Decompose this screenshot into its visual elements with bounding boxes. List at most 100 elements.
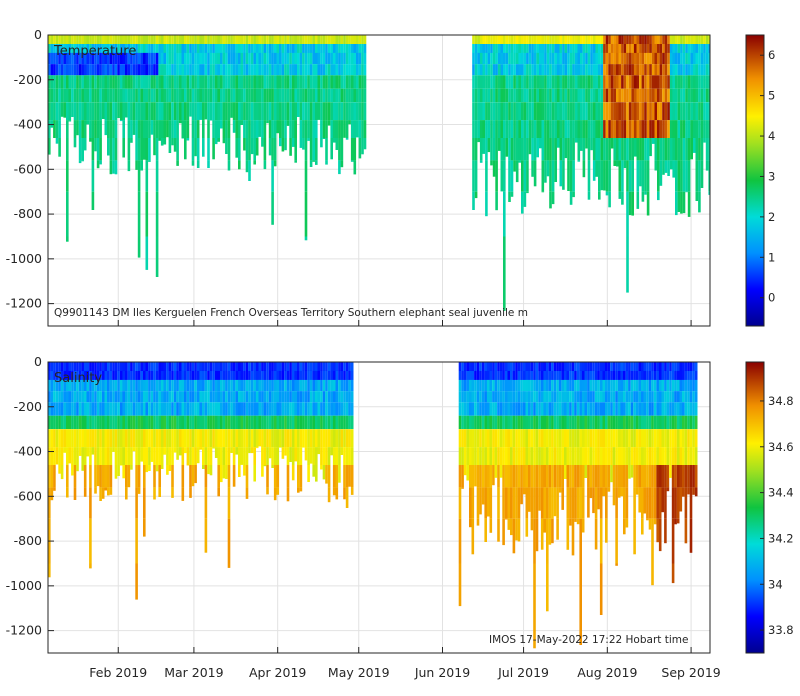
profile-cell <box>245 447 249 465</box>
profile-cell <box>184 64 187 76</box>
profile-cell <box>50 391 54 403</box>
profile-cell <box>294 120 297 138</box>
profile-cell <box>89 362 92 371</box>
profile-cell <box>689 371 693 380</box>
profile-cell <box>166 447 169 465</box>
profile-cell <box>186 102 190 121</box>
profile-cell <box>594 429 598 448</box>
profile-cell <box>679 371 683 380</box>
profile-cell <box>238 52 241 65</box>
profile-cell <box>245 75 249 89</box>
profile-cell <box>544 64 547 76</box>
profile-cell <box>58 120 61 138</box>
profile-cell <box>238 88 241 103</box>
profile-cell <box>644 35 647 44</box>
profile-cell <box>312 391 315 403</box>
profile-cell <box>528 88 532 103</box>
profile-cell <box>350 465 354 488</box>
profile-cell <box>148 379 151 392</box>
profile-cell <box>654 64 658 76</box>
profile-cell <box>297 415 300 430</box>
profile-cell <box>684 379 688 392</box>
profile-cell <box>474 429 477 448</box>
profile-cell <box>214 52 218 65</box>
profile-cell <box>289 379 292 392</box>
profile-cell <box>631 102 634 121</box>
profile-cell <box>693 52 696 65</box>
profile-cell <box>623 465 626 488</box>
profile-cell <box>248 447 251 454</box>
profile-cell <box>523 35 527 44</box>
profile-cell <box>196 362 200 371</box>
profile-cell <box>89 88 92 103</box>
profile-cell <box>101 44 105 53</box>
profile-cell <box>78 35 82 44</box>
profile-cell <box>528 35 532 44</box>
profile-cell <box>109 44 113 53</box>
profile-cell <box>291 465 295 481</box>
profile-cell <box>649 138 652 157</box>
profile-cell <box>556 402 559 416</box>
profile-cell <box>253 120 256 138</box>
profile-cell <box>125 64 128 76</box>
profile-cell <box>294 64 297 76</box>
profile-cell <box>276 44 280 53</box>
profile-cell <box>608 102 611 121</box>
profile-cell <box>531 64 534 76</box>
profile-cell <box>556 138 560 148</box>
profile-cell <box>705 52 709 65</box>
profile-cell <box>474 447 477 465</box>
profile-cell <box>492 371 495 380</box>
profile-cell <box>515 379 518 392</box>
profile-cell <box>510 64 514 76</box>
profile-cell <box>603 52 606 65</box>
profile-cell <box>471 447 475 465</box>
profile-cell <box>597 465 600 488</box>
profile-cell <box>155 44 159 53</box>
profile-cell <box>117 102 120 118</box>
profile-cell <box>539 52 542 65</box>
profile-cell <box>472 88 475 103</box>
profile-cell <box>535 429 539 448</box>
profile-cell <box>497 362 500 371</box>
profile-cell <box>461 429 464 448</box>
profile-cell <box>284 447 287 456</box>
profile-cell <box>343 35 346 44</box>
profile-cell <box>186 88 190 103</box>
profile-cell <box>101 402 105 416</box>
profile-cell <box>286 402 290 416</box>
profile-cell <box>474 44 478 53</box>
profile-cell <box>83 75 87 89</box>
profile-cell <box>176 362 179 371</box>
profile-cell <box>539 35 542 44</box>
profile-cell <box>358 44 362 53</box>
profile-cell <box>299 447 303 465</box>
profile-cell <box>338 160 341 175</box>
profile-cell <box>592 447 595 465</box>
profile-cell <box>539 120 542 138</box>
profile-cell <box>615 429 618 448</box>
profile-cell <box>96 75 100 89</box>
profile-cell <box>276 379 280 392</box>
profile-cell <box>553 465 557 488</box>
profile-cell <box>194 52 197 65</box>
profile-cell <box>476 465 480 488</box>
profile-cell <box>363 64 367 76</box>
profile-cell <box>687 487 690 495</box>
profile-cell <box>338 35 341 44</box>
profile-cell <box>60 371 64 380</box>
profile-cell <box>171 120 174 138</box>
profile-cell <box>279 402 282 416</box>
profile-cell <box>143 102 146 121</box>
profile-cell <box>659 88 663 103</box>
profile-cell <box>243 120 246 138</box>
profile-cell <box>689 362 693 371</box>
profile-cell <box>176 44 179 53</box>
profile-cell <box>258 64 262 76</box>
profile-cell <box>356 35 359 44</box>
profile-cell <box>307 429 310 448</box>
profile-cell <box>143 75 146 89</box>
profile-cell <box>651 371 654 380</box>
profile-cell <box>526 120 529 138</box>
profile-cell <box>217 402 220 416</box>
